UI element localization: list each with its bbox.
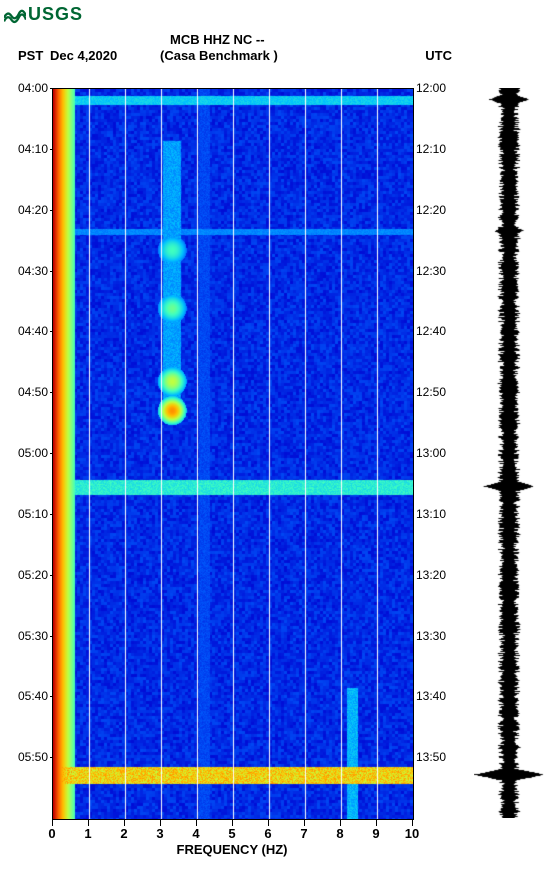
y-right-tick: 12:10 xyxy=(416,142,446,156)
y-left-tick: 05:40 xyxy=(0,689,48,703)
x-tick: 4 xyxy=(192,826,199,841)
y-right-tick: 13:30 xyxy=(416,629,446,643)
y-right-tick: 13:40 xyxy=(416,689,446,703)
y-right-tick: 12:00 xyxy=(416,81,446,95)
y-left-tick: 04:20 xyxy=(0,203,48,217)
x-tick: 5 xyxy=(228,826,235,841)
x-tick: 3 xyxy=(156,826,163,841)
station-title: MCB HHZ NC -- xyxy=(170,32,265,47)
left-timezone-label: PST xyxy=(18,48,43,63)
spectrogram-canvas xyxy=(53,89,413,819)
y-axis-left: 04:0004:1004:2004:3004:4004:5005:0005:10… xyxy=(0,88,50,818)
y-left-tick: 05:30 xyxy=(0,629,48,643)
y-left-tick: 04:00 xyxy=(0,81,48,95)
x-tick: 6 xyxy=(264,826,271,841)
x-tick: 1 xyxy=(84,826,91,841)
spectrogram-plot xyxy=(52,88,414,820)
x-tick: 10 xyxy=(405,826,419,841)
y-right-tick: 12:40 xyxy=(416,324,446,338)
x-tick: 9 xyxy=(372,826,379,841)
y-right-tick: 13:10 xyxy=(416,507,446,521)
y-left-tick: 04:50 xyxy=(0,385,48,399)
logo-text: USGS xyxy=(28,4,83,25)
y-axis-right: 12:0012:1012:2012:3012:4012:5013:0013:10… xyxy=(414,88,462,818)
y-right-tick: 13:20 xyxy=(416,568,446,582)
x-axis-label: FREQUENCY (HZ) xyxy=(52,842,412,857)
wave-icon xyxy=(4,6,26,24)
x-tick: 0 xyxy=(48,826,55,841)
usgs-logo: USGS xyxy=(4,4,83,25)
y-left-tick: 05:00 xyxy=(0,446,48,460)
y-left-tick: 04:10 xyxy=(0,142,48,156)
station-subtitle: (Casa Benchmark ) xyxy=(160,48,278,63)
waveform-plot xyxy=(474,88,546,818)
y-right-tick: 12:50 xyxy=(416,385,446,399)
y-right-tick: 13:50 xyxy=(416,750,446,764)
x-tick: 2 xyxy=(120,826,127,841)
right-timezone-label: UTC xyxy=(425,48,452,63)
y-left-tick: 04:40 xyxy=(0,324,48,338)
y-left-tick: 05:10 xyxy=(0,507,48,521)
y-left-tick: 04:30 xyxy=(0,264,48,278)
y-left-tick: 05:20 xyxy=(0,568,48,582)
x-tick: 7 xyxy=(300,826,307,841)
y-left-tick: 05:50 xyxy=(0,750,48,764)
y-right-tick: 12:30 xyxy=(416,264,446,278)
waveform-canvas xyxy=(474,88,546,818)
y-right-tick: 12:20 xyxy=(416,203,446,217)
x-tick: 8 xyxy=(336,826,343,841)
date-label: Dec 4,2020 xyxy=(50,48,117,63)
y-right-tick: 13:00 xyxy=(416,446,446,460)
